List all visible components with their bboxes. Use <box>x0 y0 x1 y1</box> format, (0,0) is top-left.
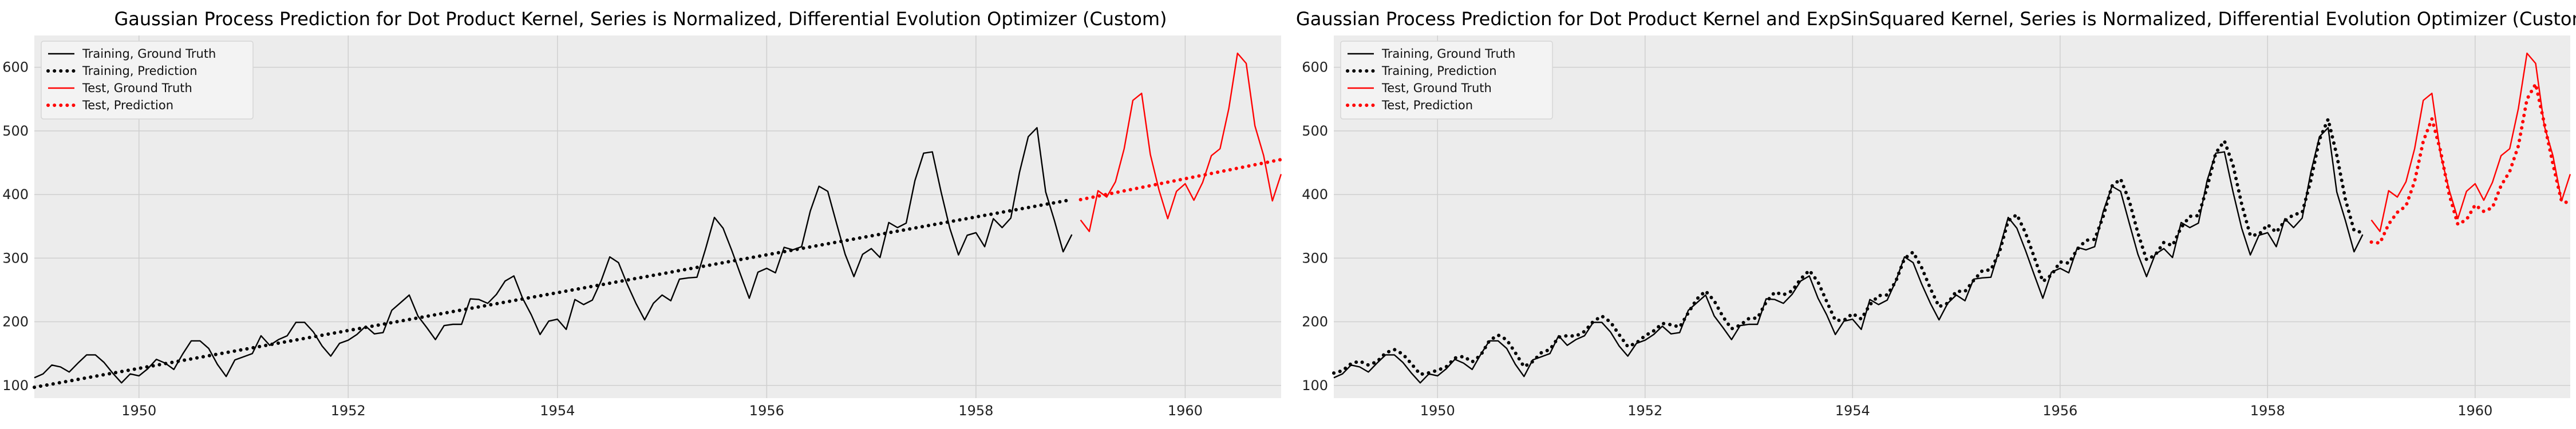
series-line-train-truth <box>1333 127 2364 384</box>
series-line-test-pred <box>1078 157 1283 201</box>
left-subplot: Gaussian Process Prediction for Dot Prod… <box>2 8 1283 419</box>
series-line-train-truth <box>34 127 1073 384</box>
legend-label: Training, Ground Truth <box>82 47 216 61</box>
y-tick-label: 400 <box>1302 186 1328 202</box>
x-tick-label: 1950 <box>121 403 156 419</box>
series-line-test-pred-seasonal <box>2369 82 2572 245</box>
x-tick-label: 1958 <box>958 403 993 419</box>
left-axis-ticks: 1950 1952 1954 1956 1958 1960 100 200 300 400 500 6… <box>2 59 1203 419</box>
y-tick-label: 400 <box>2 186 29 202</box>
left-series <box>33 52 1283 390</box>
y-tick-label: 200 <box>1302 314 1328 330</box>
x-tick-label: 1958 <box>2250 403 2285 419</box>
y-tick-label: 200 <box>2 314 29 330</box>
x-tick-label: 1956 <box>749 403 784 419</box>
y-tick-label: 100 <box>2 378 29 394</box>
x-tick-label: 1952 <box>1627 403 1662 419</box>
left-chart-title: Gaussian Process Prediction for Dot Prod… <box>114 8 1167 30</box>
y-tick-label: 600 <box>2 59 29 76</box>
y-tick-label: 100 <box>1302 378 1328 394</box>
x-tick-label: 1952 <box>331 403 366 419</box>
right-subplot: Gaussian Process Prediction for Dot Prod… <box>1296 8 2576 419</box>
x-tick-label: 1954 <box>540 403 575 419</box>
right-axis-ticks: 1950 1952 1954 1956 1958 1960 100 200 300 400 500 6… <box>1302 59 2492 419</box>
legend-box <box>1340 41 1553 120</box>
left-grid <box>34 35 1281 398</box>
x-tick-label: 1950 <box>1420 403 1455 419</box>
legend-label: Training, Prediction <box>82 64 197 78</box>
series-line-train-pred-seasonal <box>1332 117 2365 376</box>
y-tick-label: 500 <box>2 123 29 139</box>
series-line-test-truth <box>1080 52 1282 232</box>
right-chart-title: Gaussian Process Prediction for Dot Prod… <box>1296 8 2576 30</box>
y-tick-label: 600 <box>1302 59 1328 76</box>
y-tick-label: 300 <box>1302 250 1328 266</box>
legend-label: Test, Prediction <box>1381 98 1473 112</box>
right-series <box>1332 52 2572 384</box>
legend-label: Test, Prediction <box>82 98 173 112</box>
right-grid <box>1334 35 2570 398</box>
x-tick-label: 1960 <box>1168 403 1203 419</box>
legend-label: Test, Ground Truth <box>1381 81 1492 95</box>
y-tick-label: 300 <box>2 250 29 266</box>
right-legend: Training, Ground Truth Training, Predicti… <box>1340 41 1553 120</box>
legend-label: Test, Ground Truth <box>82 81 192 95</box>
left-legend: Training, Ground Truth Training, Predicti… <box>41 41 254 120</box>
legend-label: Training, Prediction <box>1381 64 1497 78</box>
legend-label: Training, Ground Truth <box>1381 47 1515 61</box>
x-tick-label: 1956 <box>2042 403 2077 419</box>
series-line-train-pred <box>33 198 1074 390</box>
series-line-test-truth <box>2370 52 2571 232</box>
legend-box <box>41 41 254 120</box>
y-tick-label: 500 <box>1302 123 1328 139</box>
x-tick-label: 1954 <box>1835 403 1870 419</box>
x-tick-label: 1960 <box>2458 403 2492 419</box>
